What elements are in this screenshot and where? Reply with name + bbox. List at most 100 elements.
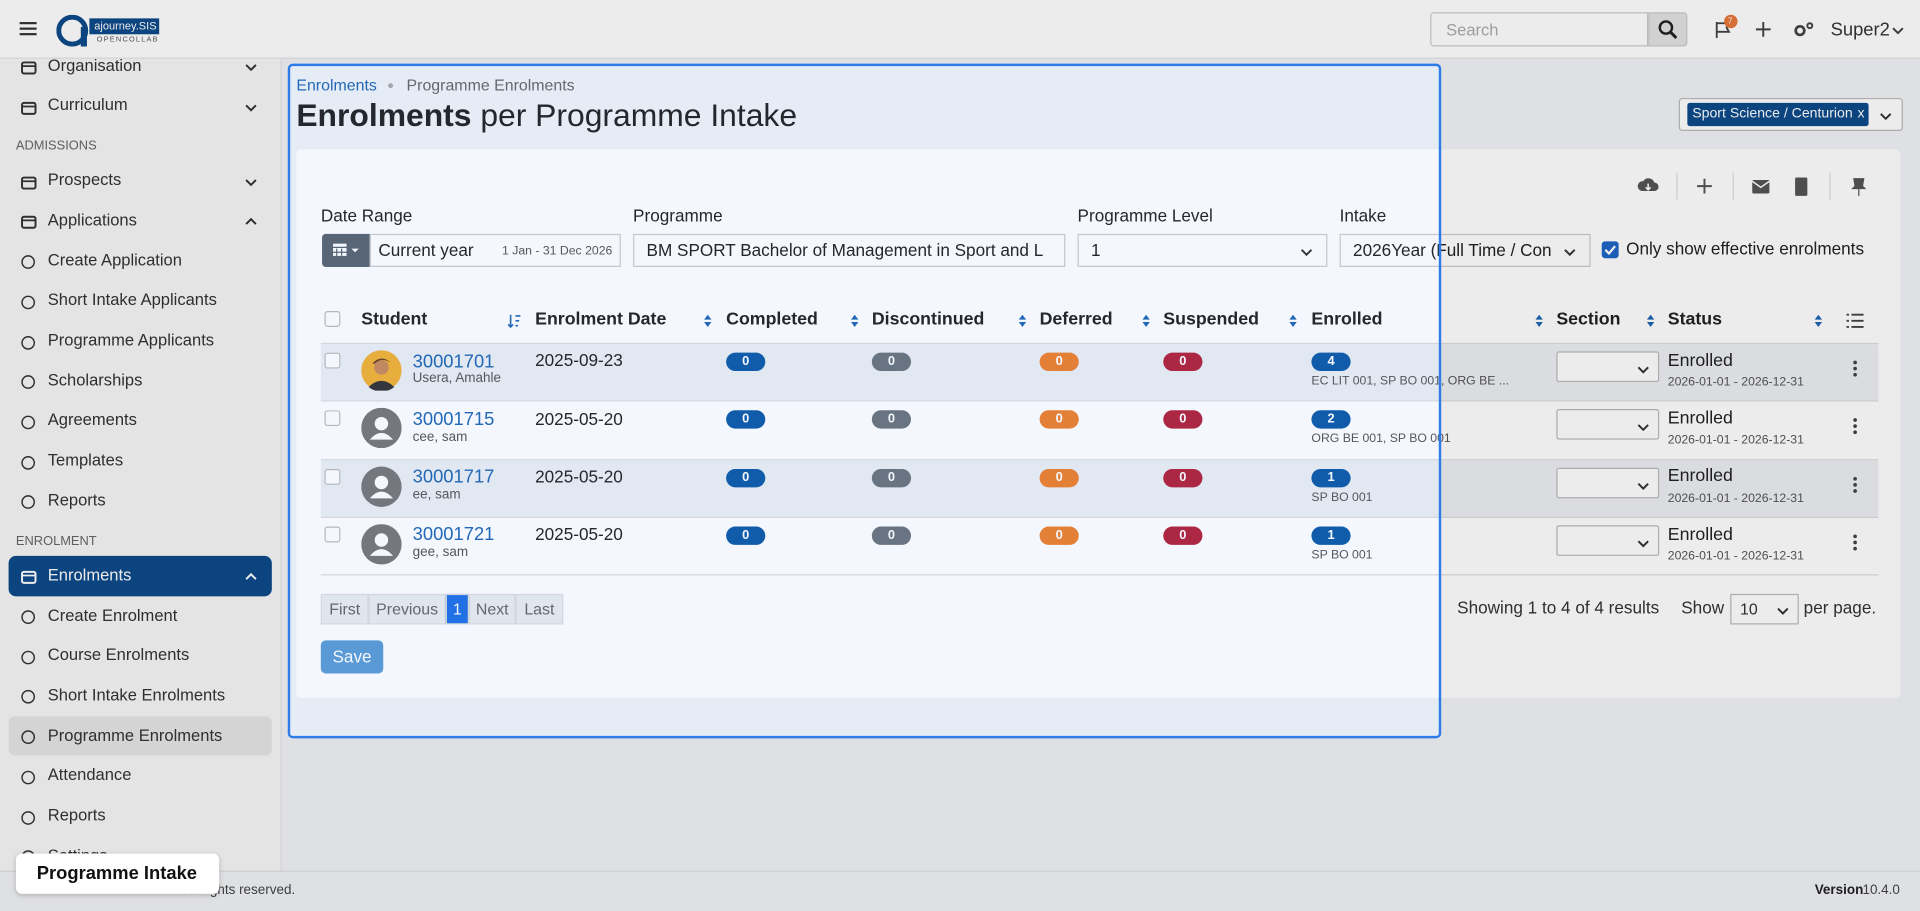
sort-icon[interactable]	[1644, 312, 1659, 327]
page-button[interactable]: 1	[445, 593, 469, 625]
breadcrumb-link[interactable]: Enrolments	[296, 75, 377, 95]
menu-icon[interactable]	[19, 20, 37, 37]
search-button[interactable]	[1648, 12, 1688, 47]
row-actions[interactable]	[1850, 360, 1860, 377]
campus-chip-remove[interactable]: x	[1857, 107, 1865, 122]
sort-icon[interactable]	[849, 312, 864, 327]
footer	[0, 870, 1920, 911]
menu-item[interactable]: Enrolments	[47, 565, 132, 584]
row-checkbox[interactable]	[324, 468, 341, 485]
column-header[interactable]: Deferred	[1039, 309, 1113, 330]
column-header[interactable]: Student	[361, 309, 428, 330]
select-all-checkbox[interactable]	[324, 311, 341, 327]
submenu-item[interactable]: Short Intake Applicants	[47, 290, 217, 309]
count-value: 0	[887, 411, 896, 427]
page-button[interactable]: Next	[468, 593, 516, 625]
icon-part	[324, 410, 341, 427]
column-header[interactable]: Enrolment Date	[535, 309, 667, 330]
enrolled-courses: ORG BE 001, SP BO 001	[1311, 432, 1451, 447]
icon-part	[324, 352, 341, 369]
column-header[interactable]: Completed	[726, 309, 818, 330]
footer-version: 10.4.0	[1862, 883, 1900, 898]
page-button[interactable]: First	[320, 593, 369, 625]
sort-icon[interactable]	[1287, 312, 1302, 327]
menu-item[interactable]: Prospects	[47, 170, 122, 189]
student-id[interactable]: 30001715	[412, 408, 495, 430]
icon-part	[1637, 482, 1649, 490]
column-chooser[interactable]	[1846, 312, 1864, 328]
student-id[interactable]: 30001717	[412, 466, 495, 488]
submenu-item[interactable]: Short Intake Enrolments	[47, 685, 226, 705]
toolbar-button[interactable]	[1750, 176, 1772, 197]
settings-icon[interactable]	[1793, 20, 1815, 40]
submenu-item[interactable]: Programme Applicants	[47, 330, 215, 350]
menu-item[interactable]: Applications	[47, 210, 137, 229]
count-badge: 4	[1311, 352, 1351, 372]
campus-filter[interactable]: Sport Science / Centurion x	[1678, 97, 1903, 132]
select-chevron	[1636, 361, 1651, 376]
section-select[interactable]	[1556, 467, 1660, 498]
sort-icon[interactable]	[1812, 312, 1827, 327]
row-checkbox[interactable]	[324, 410, 341, 427]
submenu-item[interactable]: Create Application	[47, 250, 182, 269]
menu-item[interactable]: Curriculum	[47, 95, 128, 115]
toolbar-button[interactable]	[1790, 176, 1812, 197]
submenu-item[interactable]: Reports	[47, 490, 106, 510]
search-input[interactable]: Search	[1430, 12, 1649, 47]
column-header[interactable]: Status	[1667, 309, 1723, 330]
user-name[interactable]: Super2	[1830, 18, 1890, 40]
effective-checkbox[interactable]	[1601, 241, 1619, 259]
toolbar-button[interactable]	[1637, 176, 1659, 197]
submenu-item[interactable]: Course Enrolments	[47, 645, 190, 664]
page-size-select[interactable]: 10	[1730, 593, 1799, 625]
programme-select[interactable]: BM SPORT Bachelor of Management in Sport…	[633, 233, 1066, 267]
student-id[interactable]: 30001721	[412, 524, 495, 546]
date-range-input[interactable]: Current year 1 Jan - 31 Dec 2026	[369, 233, 621, 267]
toolbar-button[interactable]	[1848, 176, 1870, 197]
section-select[interactable]	[1556, 409, 1660, 440]
menu-item[interactable]: Organisation	[47, 55, 142, 75]
sort-icon[interactable]	[1533, 312, 1548, 327]
sort-icon[interactable]	[507, 312, 522, 329]
icon-part	[19, 22, 37, 36]
menu-item-selected	[8, 716, 272, 756]
submenu-item[interactable]: Create Enrolment	[47, 605, 178, 624]
submenu-item[interactable]: Programme Enrolments	[47, 725, 223, 745]
column-header[interactable]: Discontinued	[871, 309, 985, 330]
campus-chip: Sport Science / Centurion x	[1687, 102, 1869, 127]
row-checkbox[interactable]	[324, 526, 341, 543]
column-header[interactable]: Enrolled	[1311, 309, 1383, 330]
student-id[interactable]: 30001701	[412, 350, 495, 372]
submenu-item[interactable]: Agreements	[47, 410, 137, 430]
row-actions[interactable]	[1850, 418, 1860, 435]
row-checkbox[interactable]	[324, 352, 341, 369]
column-header[interactable]: Section	[1556, 309, 1621, 330]
save-button[interactable]: Save	[320, 640, 384, 674]
sort-icon[interactable]	[702, 312, 717, 327]
section-select[interactable]	[1556, 525, 1660, 556]
column-header[interactable]: Suspended	[1163, 309, 1259, 330]
intake-select[interactable]: 2026Year (Full Time / Con	[1339, 233, 1591, 267]
icon-part	[1535, 314, 1543, 327]
icon-part	[1637, 540, 1649, 548]
sort-icon[interactable]	[1140, 312, 1155, 327]
row-actions[interactable]	[1850, 534, 1860, 551]
submenu-item[interactable]: Attendance	[47, 765, 132, 785]
breadcrumb-separator	[388, 83, 394, 89]
submenu-item[interactable]: Reports	[47, 805, 106, 825]
count-badge: 0	[1039, 410, 1079, 429]
icon-part	[21, 61, 37, 75]
toolbar-button[interactable]	[1693, 176, 1715, 197]
add-icon[interactable]	[1755, 21, 1772, 38]
icon-part	[1795, 177, 1808, 196]
page-button[interactable]: Last	[515, 593, 564, 625]
page-button[interactable]: Previous	[368, 593, 446, 625]
icon-part	[851, 314, 859, 320]
section-select[interactable]	[1556, 351, 1660, 383]
row-actions[interactable]	[1850, 476, 1860, 493]
programme-level-select[interactable]: 1	[1077, 233, 1328, 267]
sort-icon[interactable]	[1016, 312, 1031, 327]
submenu-item[interactable]: Scholarships	[47, 370, 143, 390]
submenu-item[interactable]: Templates	[47, 450, 124, 470]
